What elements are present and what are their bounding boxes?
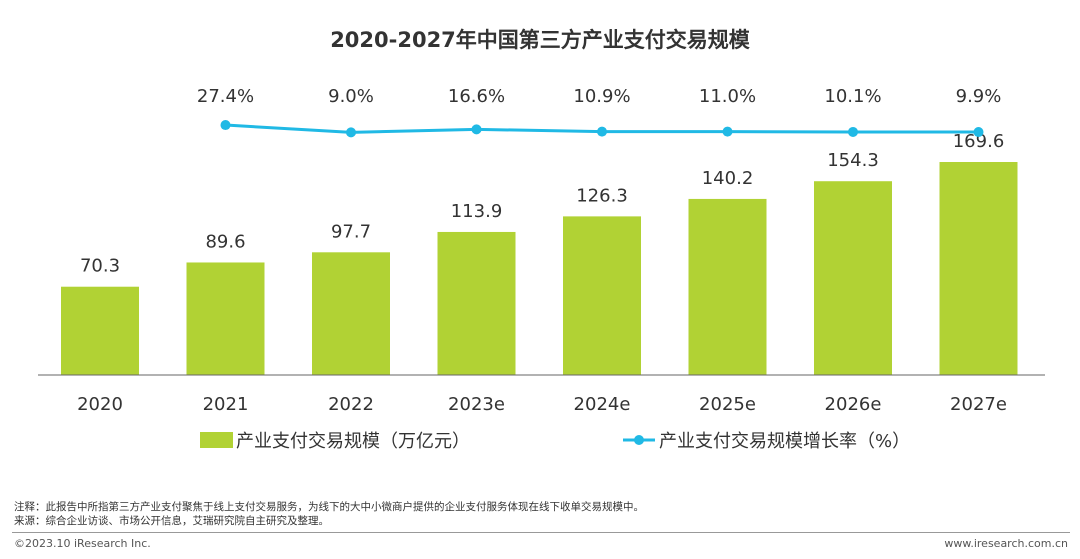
- bar-label-2026e: 154.3: [827, 150, 879, 171]
- growth-value-labels: 27.4% 9.0% 16.6% 10.9% 11.0% 10.1% 9.9%: [197, 86, 1001, 107]
- bar-label-2020: 70.3: [80, 256, 120, 277]
- bar-label-2024e: 126.3: [576, 185, 628, 206]
- bar-2022: [312, 252, 390, 375]
- bar-value-labels: 70.3 89.6 97.7 113.9 126.3 140.2 154.3 169.6: [80, 131, 1004, 277]
- growth-label-2026e: 10.1%: [824, 86, 881, 107]
- growth-label-2021: 27.4%: [197, 86, 254, 107]
- growth-point-2025e: [722, 126, 733, 137]
- growth-point-2026e: [848, 126, 858, 137]
- chart-source: 来源：综合企业访谈、市场公开信息，艾瑞研究院自主研究及整理。: [14, 515, 329, 527]
- x-tick-2022: 2022: [328, 394, 374, 415]
- x-tick-2027e: 2027e: [950, 394, 1007, 415]
- bar-label-2021: 89.6: [205, 231, 245, 252]
- bar-2027e: [939, 162, 1018, 375]
- legend-bar-swatch: [200, 432, 233, 448]
- legend-line-marker: [634, 435, 644, 445]
- x-tick-2020: 2020: [77, 394, 123, 415]
- growth-label-2027e: 9.9%: [956, 86, 1002, 107]
- growth-point-2022: [346, 127, 356, 138]
- x-tick-2026e: 2026e: [825, 394, 882, 415]
- x-axis-tick-labels: 2020 2021 2022 2023e 2024e 2025e 2026e 2027e: [77, 394, 1007, 415]
- x-tick-2021: 2021: [203, 394, 249, 415]
- legend-bar-label: 产业支付交易规模（万亿元）: [236, 431, 470, 452]
- legend-line-label: 产业支付交易规模增长率（%）: [659, 431, 910, 452]
- footer-copyright: ©2023.10 iResearch Inc.: [14, 537, 151, 550]
- bar-label-2023e: 113.9: [451, 201, 503, 222]
- growth-point-2027e: [973, 127, 984, 138]
- x-tick-2023e: 2023e: [448, 394, 505, 415]
- bar-2020: [61, 286, 139, 375]
- growth-line-series: [220, 120, 984, 138]
- bar-2021: [186, 262, 265, 375]
- growth-label-2024e: 10.9%: [573, 86, 630, 107]
- growth-point-2021: [220, 120, 231, 131]
- bar-label-2022: 97.7: [331, 221, 371, 242]
- chart-title: 2020-2027年中国第三方产业支付交易规模: [330, 28, 751, 52]
- bar-2024e: [563, 216, 641, 375]
- bar-series: [61, 162, 1018, 375]
- growth-point-2024e: [597, 126, 607, 137]
- bar-2026e: [814, 181, 892, 375]
- x-tick-2024e: 2024e: [574, 394, 631, 415]
- bar-label-2025e: 140.2: [702, 168, 754, 189]
- growth-point-2023e: [471, 124, 482, 135]
- legend: 产业支付交易规模（万亿元） 产业支付交易规模增长率（%）: [200, 431, 910, 452]
- footer-divider: [12, 532, 1070, 533]
- chart-note: 注释：此报告中所指第三方产业支付聚焦于线上支付交易服务，为线下的大中小微商户提供…: [14, 501, 644, 513]
- x-tick-2025e: 2025e: [699, 394, 756, 415]
- bar-2023e: [437, 231, 516, 375]
- footer-website: www.iresearch.com.cn: [944, 537, 1068, 550]
- growth-label-2023e: 16.6%: [448, 86, 505, 107]
- growth-label-2025e: 11.0%: [699, 86, 756, 107]
- bar-label-2027e: 169.6: [953, 131, 1005, 152]
- growth-label-2022: 9.0%: [328, 86, 374, 107]
- bar-2025e: [688, 198, 767, 375]
